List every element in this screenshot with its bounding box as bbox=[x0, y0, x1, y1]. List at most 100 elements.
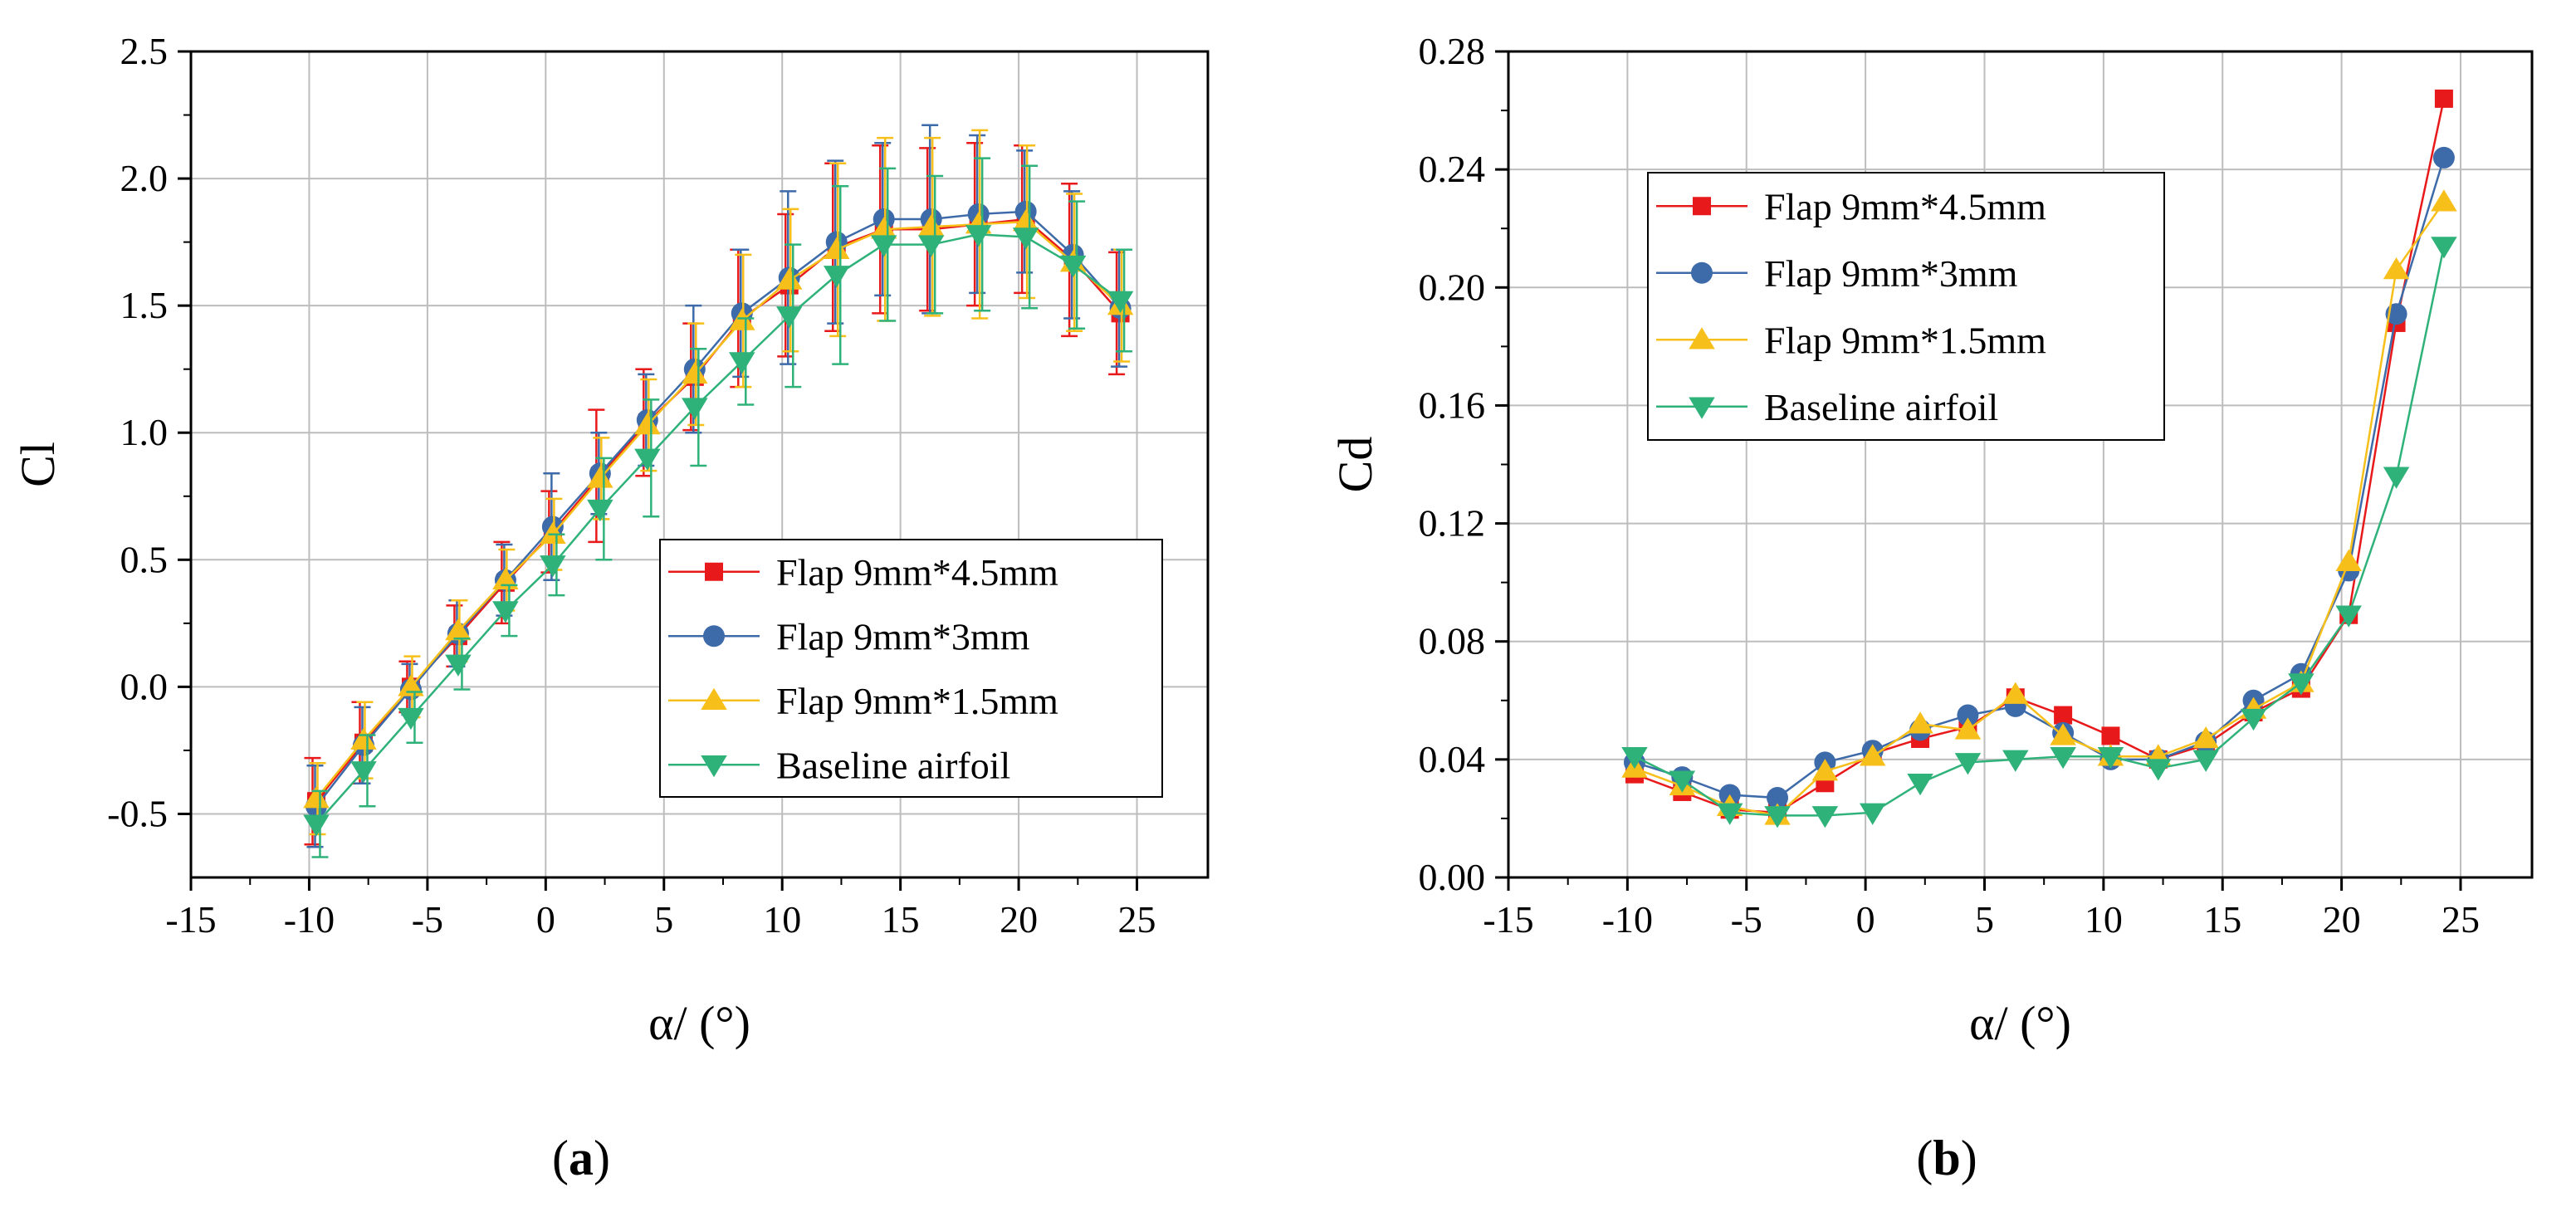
data-point bbox=[1767, 787, 1789, 809]
x-tick-label: 25 bbox=[1118, 898, 1156, 941]
data-point bbox=[2288, 673, 2314, 696]
data-point bbox=[2192, 726, 2219, 749]
x-tick-label: 5 bbox=[1975, 898, 1994, 941]
x-tick-label: 20 bbox=[2323, 898, 2361, 941]
data-point bbox=[634, 448, 661, 471]
data-point bbox=[1907, 711, 1933, 734]
data-point bbox=[398, 707, 424, 731]
data-point bbox=[2240, 708, 2267, 731]
data-point bbox=[1954, 753, 1982, 775]
data-point bbox=[2192, 750, 2219, 772]
x-axis-label: α/ (°) bbox=[1969, 996, 2071, 1050]
y-tick-label: 0.0 bbox=[120, 665, 169, 707]
data-point bbox=[1907, 774, 1933, 796]
data-point bbox=[2145, 759, 2172, 781]
data-point bbox=[682, 361, 708, 384]
data-point bbox=[1954, 717, 1982, 740]
y-tick-label: 0.28 bbox=[1419, 30, 1486, 72]
data-point bbox=[2097, 747, 2124, 770]
legend-marker bbox=[701, 687, 727, 710]
data-point bbox=[398, 674, 424, 696]
y-tick-label: 0.00 bbox=[1419, 856, 1486, 898]
data-point bbox=[1012, 227, 1039, 250]
data-point bbox=[917, 214, 945, 237]
legend-marker bbox=[701, 755, 727, 778]
data-point bbox=[870, 217, 897, 239]
data-point bbox=[1811, 806, 1839, 828]
legend-label: Flap 9mm*3mm bbox=[1764, 252, 2018, 295]
x-tick-label: 10 bbox=[763, 898, 801, 941]
legend-label: Flap 9mm*1.5mm bbox=[776, 680, 1058, 722]
y-tick-label: 0.12 bbox=[1419, 502, 1486, 545]
data-point bbox=[776, 267, 803, 290]
data-point bbox=[350, 761, 377, 784]
data-point bbox=[2050, 747, 2076, 770]
series-3 bbox=[1621, 237, 2457, 828]
data-point bbox=[870, 235, 897, 257]
panel-caption: (b) bbox=[1916, 1131, 1977, 1185]
data-point bbox=[2432, 146, 2455, 169]
data-point bbox=[1859, 803, 1886, 825]
y-tick-label: -0.5 bbox=[107, 792, 168, 834]
x-tick-label: 0 bbox=[1856, 898, 1875, 941]
x-tick-label: 15 bbox=[2203, 898, 2241, 941]
y-tick-label: 0.24 bbox=[1419, 148, 1486, 190]
data-point bbox=[1716, 803, 1743, 825]
data-point bbox=[823, 237, 850, 260]
legend-label: Flap 9mm*3mm bbox=[776, 615, 1030, 657]
data-point bbox=[540, 555, 566, 578]
data-point bbox=[2054, 706, 2073, 725]
y-tick-label: 2.5 bbox=[120, 30, 169, 72]
y-axis-label: Cl bbox=[11, 442, 65, 487]
data-point bbox=[823, 266, 850, 288]
data-point bbox=[1669, 770, 1696, 793]
data-point bbox=[1012, 209, 1039, 232]
legend-marker bbox=[703, 625, 725, 647]
x-tick-label: -15 bbox=[1483, 898, 1533, 941]
data-point bbox=[965, 225, 992, 247]
legend-marker bbox=[1691, 261, 1713, 284]
data-point bbox=[1621, 747, 1648, 770]
data-point bbox=[350, 727, 377, 750]
panel-a: -15 -10 -5 0 5 10 15 20 25 -0.5 0.0 0.5 1.0 1.5 2.0 2.5… bbox=[11, 30, 1210, 1185]
y-tick-label: 0.04 bbox=[1419, 738, 1486, 780]
legend-box bbox=[659, 539, 1163, 798]
data-point bbox=[1859, 744, 1886, 766]
legend-marker bbox=[1693, 197, 1711, 216]
panel-caption: (a) bbox=[552, 1131, 610, 1185]
x-axis-label: α/ (°) bbox=[648, 996, 750, 1050]
data-point bbox=[2431, 237, 2457, 259]
series-2 bbox=[303, 129, 1134, 836]
data-point bbox=[445, 654, 472, 677]
plot-frame bbox=[189, 50, 1210, 879]
legend-label: Flap 9mm*4.5mm bbox=[1764, 185, 2046, 227]
data-point bbox=[303, 814, 330, 837]
data-point bbox=[776, 306, 803, 329]
legend-label: Flap 9mm*1.5mm bbox=[1764, 319, 2046, 361]
data-point bbox=[729, 352, 755, 374]
data-point bbox=[634, 413, 661, 435]
data-point bbox=[2383, 257, 2410, 280]
x-tick-label: 5 bbox=[654, 898, 673, 941]
data-point bbox=[445, 618, 472, 641]
data-point bbox=[2383, 467, 2410, 489]
legend-marker bbox=[1689, 397, 1715, 419]
y-tick-label: 0.08 bbox=[1419, 620, 1486, 662]
data-point bbox=[2002, 682, 2029, 704]
x-tick-label: 10 bbox=[2085, 898, 2123, 941]
legend-label: Baseline airfoil bbox=[1764, 386, 1998, 428]
data-point bbox=[1107, 291, 1134, 314]
x-tick-label: -10 bbox=[284, 898, 335, 941]
x-tick-label: -10 bbox=[1602, 898, 1653, 941]
x-tick-label: -5 bbox=[412, 898, 443, 941]
y-axis-label: Cd bbox=[1328, 437, 1382, 493]
series-line bbox=[1634, 246, 2446, 817]
data-point bbox=[682, 398, 708, 420]
data-point bbox=[587, 466, 613, 488]
legend: Flap 9mm*4.5mm Flap 9mm*3mm Flap 9mm*1.5mm… bbox=[659, 539, 1163, 798]
y-tick-label: 1.0 bbox=[120, 411, 169, 453]
data-point bbox=[2101, 726, 2120, 745]
data-point bbox=[1059, 255, 1087, 278]
y-tick-label: 0.5 bbox=[120, 538, 169, 580]
